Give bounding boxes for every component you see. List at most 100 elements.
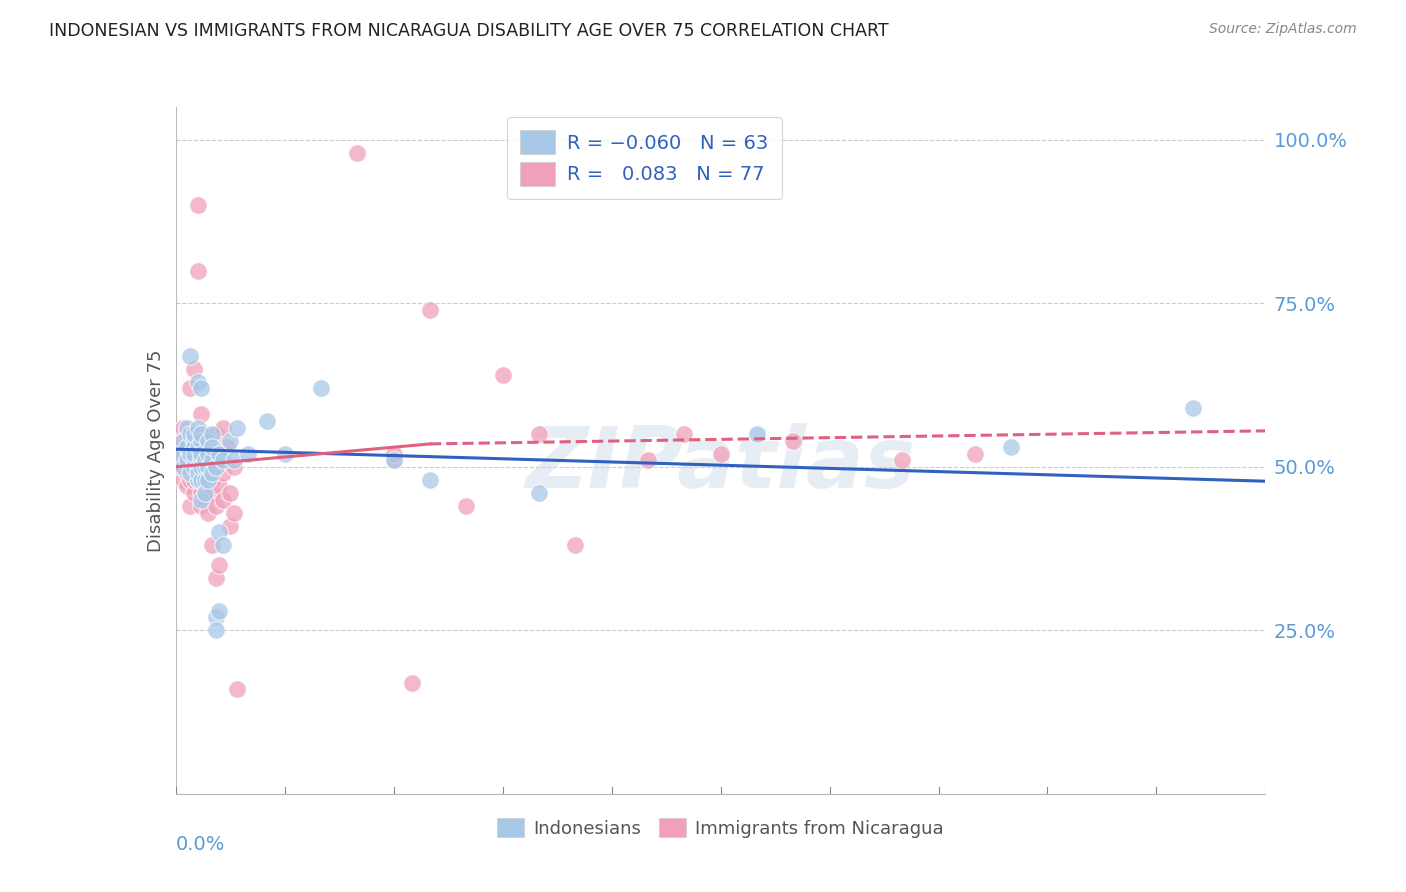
Point bbox=[212, 467, 235, 481]
Point bbox=[190, 434, 212, 448]
Point bbox=[256, 414, 278, 428]
Point bbox=[201, 473, 224, 487]
Point bbox=[190, 459, 212, 474]
Point bbox=[1181, 401, 1204, 415]
Point bbox=[179, 459, 201, 474]
Point bbox=[190, 473, 212, 487]
Point bbox=[208, 604, 231, 618]
Point bbox=[179, 349, 201, 363]
Point bbox=[194, 492, 217, 507]
Point bbox=[172, 473, 194, 487]
Point bbox=[190, 473, 212, 487]
Point bbox=[492, 368, 515, 383]
Point bbox=[201, 538, 224, 552]
Point bbox=[172, 434, 194, 448]
Point bbox=[197, 453, 219, 467]
Point bbox=[183, 434, 205, 448]
Point bbox=[208, 525, 231, 540]
Point bbox=[186, 467, 209, 481]
Point bbox=[183, 427, 205, 442]
Point bbox=[183, 447, 205, 461]
Point bbox=[172, 434, 194, 448]
Point bbox=[176, 479, 198, 493]
Point bbox=[186, 263, 209, 277]
Point bbox=[183, 453, 205, 467]
Point bbox=[201, 427, 224, 442]
Point bbox=[172, 459, 194, 474]
Point bbox=[186, 459, 209, 474]
Point bbox=[176, 440, 198, 454]
Point bbox=[564, 538, 586, 552]
Point bbox=[208, 447, 231, 461]
Point bbox=[197, 440, 219, 454]
Point bbox=[208, 558, 231, 572]
Point bbox=[186, 473, 209, 487]
Point bbox=[183, 473, 205, 487]
Point bbox=[194, 486, 217, 500]
Point bbox=[190, 408, 212, 422]
Point bbox=[637, 453, 659, 467]
Point bbox=[176, 427, 198, 442]
Point bbox=[169, 447, 191, 461]
Point bbox=[186, 375, 209, 389]
Point bbox=[208, 479, 231, 493]
Point bbox=[183, 440, 205, 454]
Point bbox=[183, 459, 205, 474]
Point bbox=[190, 381, 212, 395]
Point bbox=[179, 467, 201, 481]
Point bbox=[201, 467, 224, 481]
Y-axis label: Disability Age Over 75: Disability Age Over 75 bbox=[146, 349, 165, 552]
Point bbox=[176, 467, 198, 481]
Point bbox=[190, 427, 212, 442]
Point bbox=[527, 486, 550, 500]
Point bbox=[183, 447, 205, 461]
Point bbox=[183, 453, 205, 467]
Point bbox=[190, 453, 212, 467]
Point bbox=[212, 492, 235, 507]
Point bbox=[201, 440, 224, 454]
Point bbox=[179, 381, 201, 395]
Point bbox=[219, 486, 242, 500]
Point bbox=[710, 447, 733, 461]
Point bbox=[169, 447, 191, 461]
Point bbox=[179, 447, 201, 461]
Point bbox=[183, 361, 205, 376]
Point bbox=[382, 453, 405, 467]
Point bbox=[197, 447, 219, 461]
Point bbox=[382, 453, 405, 467]
Point bbox=[190, 492, 212, 507]
Point bbox=[204, 610, 226, 624]
Text: INDONESIAN VS IMMIGRANTS FROM NICARAGUA DISABILITY AGE OVER 75 CORRELATION CHART: INDONESIAN VS IMMIGRANTS FROM NICARAGUA … bbox=[49, 22, 889, 40]
Point bbox=[186, 440, 209, 454]
Point bbox=[401, 675, 423, 690]
Point bbox=[179, 473, 201, 487]
Point bbox=[212, 420, 235, 434]
Point bbox=[891, 453, 914, 467]
Point bbox=[197, 473, 219, 487]
Point bbox=[201, 459, 224, 474]
Point bbox=[219, 518, 242, 533]
Point bbox=[190, 486, 212, 500]
Point bbox=[204, 427, 226, 442]
Point bbox=[222, 506, 245, 520]
Text: Source: ZipAtlas.com: Source: ZipAtlas.com bbox=[1209, 22, 1357, 37]
Point bbox=[176, 453, 198, 467]
Point bbox=[197, 459, 219, 474]
Point bbox=[183, 486, 205, 500]
Point bbox=[222, 459, 245, 474]
Point bbox=[204, 459, 226, 474]
Point bbox=[186, 473, 209, 487]
Point bbox=[238, 447, 260, 461]
Point bbox=[190, 447, 212, 461]
Point bbox=[176, 453, 198, 467]
Point bbox=[309, 381, 332, 395]
Point bbox=[346, 145, 368, 160]
Point bbox=[274, 447, 297, 461]
Point bbox=[172, 420, 194, 434]
Point bbox=[745, 427, 768, 442]
Point bbox=[963, 447, 986, 461]
Point bbox=[204, 499, 226, 513]
Point bbox=[197, 467, 219, 481]
Point bbox=[194, 473, 217, 487]
Point bbox=[204, 624, 226, 638]
